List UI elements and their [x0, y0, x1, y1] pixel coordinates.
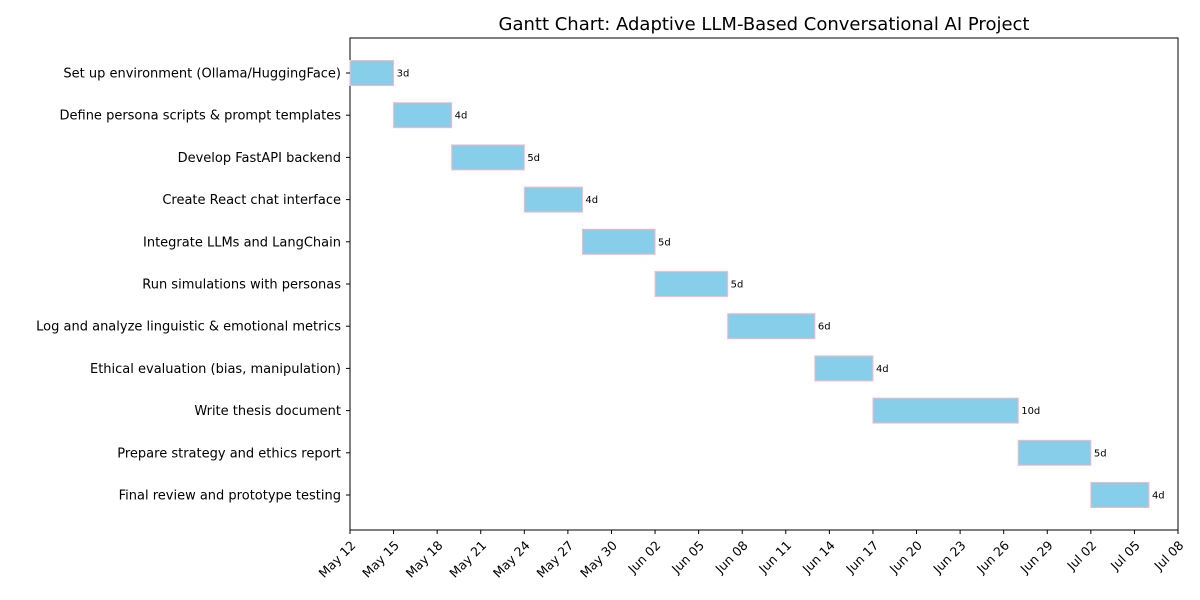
- x-axis: May 12 May 15 May 18 May 21 May 24 May 27 May …: [316, 530, 1187, 581]
- duration-label: 3d: [397, 69, 410, 80]
- x-tick-label: May 27: [533, 538, 576, 581]
- x-tick-label: Jun 26: [973, 538, 1012, 577]
- y-axis: Set up environment (Ollama/HuggingFace) D…: [36, 67, 350, 504]
- x-tick-label: Jun 20: [886, 538, 925, 577]
- task-bar: [872, 397, 1019, 424]
- x-tick-label: Jun 11: [755, 538, 794, 577]
- task-label: Define persona scripts & prompt template…: [60, 109, 342, 124]
- x-tick-label: Jun 05: [668, 538, 707, 577]
- task-label: Ethical evaluation (bias, manipulation): [90, 362, 341, 377]
- x-tick-label: Jun 02: [624, 538, 663, 577]
- task-bar: [581, 228, 656, 255]
- task-label: Create React chat interface: [162, 193, 341, 208]
- task-bar: [654, 271, 729, 297]
- x-tick-label: Jun 29: [1017, 538, 1056, 577]
- duration-label: 5d: [527, 153, 540, 164]
- duration-label: 5d: [731, 280, 744, 291]
- task-bar: [451, 144, 525, 171]
- task-label: Develop FastAPI backend: [178, 151, 341, 166]
- duration-label: 5d: [1094, 448, 1107, 459]
- duration-label: 6d: [818, 322, 831, 333]
- bars-layer: 3d 4d 5d 4d 5d 5d 6d 4d 10d 5d 4d: [349, 60, 1165, 508]
- x-tick-label: May 24: [490, 538, 533, 581]
- x-tick-label: May 18: [403, 538, 446, 581]
- task-bar: [349, 60, 395, 86]
- duration-label: 10d: [1021, 406, 1040, 417]
- duration-label: 4d: [1152, 491, 1165, 502]
- x-tick-label: May 12: [316, 538, 359, 581]
- duration-label: 4d: [455, 111, 468, 122]
- x-tick-label: Jun 17: [842, 538, 881, 577]
- task-bar: [727, 313, 816, 340]
- chart-title: Gantt Chart: Adaptive LLM-Based Conversa…: [499, 14, 1030, 35]
- x-tick-label: Jul 05: [1107, 538, 1143, 574]
- x-tick-label: Jun 14: [799, 538, 838, 577]
- duration-label: 4d: [585, 195, 598, 206]
- x-tick-label: Jun 23: [929, 538, 968, 577]
- x-tick-label: Jun 08: [712, 538, 751, 577]
- x-tick-label: Jul 08: [1150, 538, 1186, 574]
- task-bar: [1090, 482, 1150, 508]
- duration-label: 5d: [658, 237, 671, 248]
- task-bar: [523, 186, 583, 213]
- task-label: Write thesis document: [194, 404, 341, 419]
- task-label: Prepare strategy and ethics report: [117, 446, 341, 461]
- task-bar: [1017, 439, 1092, 466]
- task-bar: [814, 355, 874, 382]
- x-tick-label: Jul 02: [1063, 538, 1099, 574]
- task-label: Log and analyze linguistic & emotional m…: [36, 320, 341, 335]
- x-tick-label: May 15: [359, 538, 402, 581]
- duration-label: 4d: [876, 364, 889, 375]
- x-tick-label: May 21: [446, 538, 489, 581]
- task-label: Integrate LLMs and LangChain: [143, 235, 341, 250]
- x-tick-label: May 30: [577, 538, 620, 581]
- task-bar: [393, 102, 453, 129]
- task-label: Final review and prototype testing: [119, 489, 341, 504]
- task-label: Run simulations with personas: [142, 278, 341, 293]
- task-label: Set up environment (Ollama/HuggingFace): [63, 67, 341, 82]
